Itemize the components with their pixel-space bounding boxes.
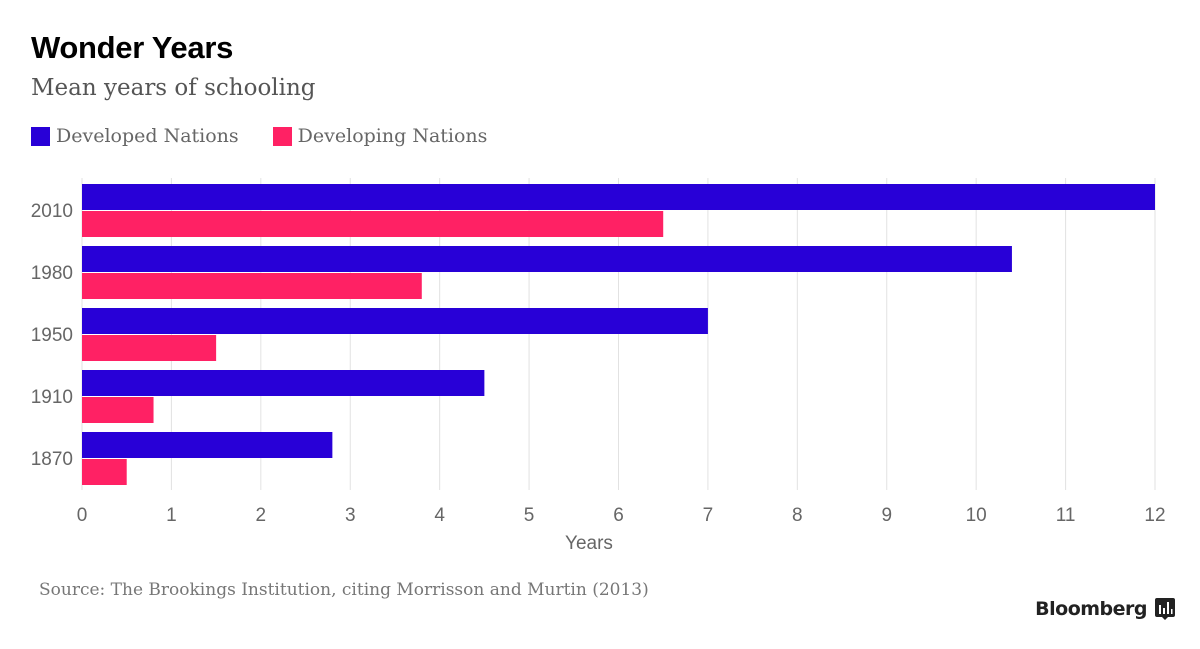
x-tick-labels: 0 1 2 3 4 5 6 7 8 9 10 11 12 xyxy=(77,505,1166,526)
legend-swatch-developed xyxy=(31,126,50,146)
legend-label-developing: Developing Nations xyxy=(297,125,488,147)
x-tick-label: 2 xyxy=(256,505,267,526)
x-tick-label: 3 xyxy=(345,505,356,526)
x-tick-label: 5 xyxy=(524,505,535,526)
category-labels: 2010 1980 1950 1910 1870 xyxy=(31,201,73,470)
bloomberg-logo: Bloomberg xyxy=(1035,598,1175,620)
legend-swatch-developing xyxy=(272,126,292,146)
legend: Developed Nations Developing Nations xyxy=(31,125,521,147)
bar-developing-1950 xyxy=(82,335,217,361)
category-label: 1980 xyxy=(31,263,73,284)
bar-developed-1870 xyxy=(82,432,333,458)
bars xyxy=(82,184,1155,485)
bar-developed-1910 xyxy=(82,370,485,396)
legend-item-developing: Developing Nations xyxy=(272,125,488,147)
x-tick-label: 10 xyxy=(966,505,987,526)
x-tick-label: 8 xyxy=(792,505,803,526)
category-label: 1870 xyxy=(31,449,73,470)
category-label: 1910 xyxy=(31,387,73,408)
legend-item-developed: Developed Nations xyxy=(31,125,239,147)
x-tick-label: 1 xyxy=(166,505,177,526)
bar-developing-2010 xyxy=(82,211,664,237)
bar-developing-1980 xyxy=(82,273,422,299)
bar-developed-1980 xyxy=(82,246,1012,272)
category-label: 1950 xyxy=(31,325,73,346)
source-note: Source: The Brookings Institution, citin… xyxy=(39,580,649,600)
legend-label-developed: Developed Nations xyxy=(56,125,239,147)
bloomberg-chart-icon xyxy=(1155,598,1175,620)
chart-subtitle: Mean years of schooling xyxy=(31,75,316,101)
x-tick-label: 11 xyxy=(1056,505,1076,526)
x-tick-label: 4 xyxy=(434,505,445,526)
x-tick-label: 12 xyxy=(1144,505,1165,526)
bar-developed-2010 xyxy=(82,184,1155,210)
brand-name: Bloomberg xyxy=(1035,598,1147,620)
x-tick-label: 7 xyxy=(703,505,714,526)
bar-developing-1910 xyxy=(82,397,154,423)
bar-developed-1950 xyxy=(82,308,708,334)
x-tick-label: 9 xyxy=(881,505,892,526)
x-tick-label: 6 xyxy=(613,505,624,526)
x-axis-label: Years xyxy=(565,533,613,554)
x-tick-label: 0 xyxy=(77,505,88,526)
bar-developing-1870 xyxy=(82,459,127,485)
chart-title: Wonder Years xyxy=(31,30,234,65)
category-label: 2010 xyxy=(31,201,73,222)
